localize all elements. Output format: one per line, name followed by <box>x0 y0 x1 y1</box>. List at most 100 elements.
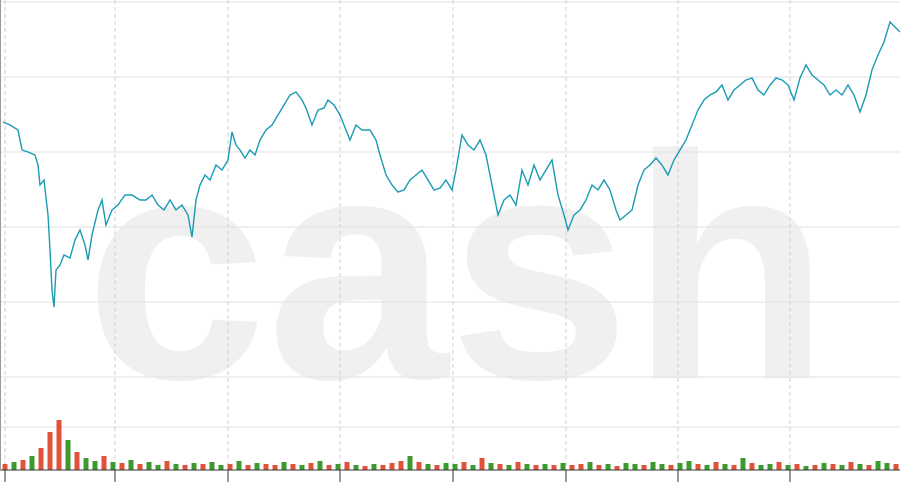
volume-bar <box>281 462 287 470</box>
volume-bar <box>803 466 809 470</box>
volume-bar <box>443 463 449 470</box>
volume-bar <box>695 464 701 470</box>
volume-bar <box>20 460 26 470</box>
volume-bar <box>65 440 71 470</box>
volume-bar <box>38 448 44 470</box>
volume-bar <box>866 465 872 470</box>
volume-bar <box>110 462 116 470</box>
volume-bar <box>740 458 746 470</box>
volume-bar <box>497 464 503 470</box>
volume-bar <box>542 464 548 470</box>
volume-bar <box>227 464 233 470</box>
volume-bar <box>362 466 368 470</box>
volume-bar <box>380 465 386 470</box>
volume-bar <box>587 462 593 470</box>
volume-bar <box>182 465 188 470</box>
volume-bar <box>2 464 8 470</box>
volume-bar <box>371 464 377 470</box>
volume-bar <box>623 463 629 470</box>
volume-bar <box>524 464 530 470</box>
volume-bar <box>137 464 143 470</box>
volume-bar <box>128 460 134 470</box>
volume-bar <box>353 465 359 470</box>
volume-bar <box>830 464 836 470</box>
volume-bar <box>857 464 863 470</box>
volume-bar <box>101 456 107 470</box>
volume-bar <box>560 463 566 470</box>
volume-bar <box>146 462 152 470</box>
volume-bar <box>173 464 179 470</box>
volume-bar <box>776 462 782 470</box>
volume-bar <box>434 465 440 470</box>
volume-bar <box>236 461 242 470</box>
volume-bar <box>344 462 350 470</box>
volume-bar <box>614 466 620 470</box>
volume-bar <box>407 456 413 470</box>
volume-bar <box>416 462 422 470</box>
volume-bar <box>731 465 737 470</box>
volume-bar <box>758 465 764 470</box>
volume-bar <box>470 465 476 470</box>
volume-bar <box>209 462 215 470</box>
volume-bar <box>290 464 296 470</box>
volume-bar <box>92 461 98 470</box>
volume-bar <box>479 458 485 470</box>
volume-bar <box>875 461 881 470</box>
volume-bar <box>821 463 827 470</box>
volume-bar <box>668 465 674 470</box>
volume-bar <box>11 462 17 470</box>
volume-bar <box>749 463 755 470</box>
volume-bar <box>551 465 557 470</box>
volume-bar <box>659 464 665 470</box>
volume-bar <box>893 464 899 470</box>
volume-bar <box>596 465 602 470</box>
volume-bar <box>398 461 404 470</box>
volume-bar <box>713 462 719 470</box>
volume-bar <box>74 452 80 470</box>
volume-bar <box>812 465 818 470</box>
volume-bar <box>839 465 845 470</box>
watermark: cash <box>85 88 830 446</box>
volume-bar <box>767 464 773 470</box>
volume-bar <box>515 462 521 470</box>
volume-bar <box>686 461 692 470</box>
volume-bar <box>164 461 170 470</box>
volume-bar <box>299 465 305 470</box>
volume-bar <box>47 432 53 470</box>
volume-bar <box>722 464 728 470</box>
volume-bar <box>389 463 395 470</box>
volume-bar <box>245 465 251 470</box>
volume-bar <box>155 465 161 470</box>
volume-bar <box>29 456 35 470</box>
volume-bar <box>704 465 710 470</box>
volume-bar <box>119 463 125 470</box>
volume-bar <box>884 463 890 470</box>
volume-bar <box>308 463 314 470</box>
volume-bar <box>488 463 494 470</box>
volume-bar <box>263 464 269 470</box>
volume-bar <box>56 420 62 470</box>
volume-bar <box>83 458 89 470</box>
volume-bar <box>578 464 584 470</box>
volume-bar <box>335 464 341 470</box>
volume-bar <box>191 463 197 470</box>
volume-bar <box>632 464 638 470</box>
volume-bar <box>218 465 224 470</box>
volume-bar <box>848 462 854 470</box>
volume-bar <box>677 463 683 470</box>
volume-bar <box>461 462 467 470</box>
price-line <box>2 20 900 308</box>
volume-bar <box>254 463 260 470</box>
volume-bar <box>533 465 539 470</box>
volume-bar <box>272 465 278 470</box>
volume-bar <box>317 461 323 470</box>
volume-bar <box>506 465 512 470</box>
volume-bar <box>785 465 791 470</box>
volume-bar <box>425 464 431 470</box>
volume-bar <box>200 464 206 470</box>
volume-bar <box>650 462 656 470</box>
volume-bar <box>569 465 575 470</box>
volume-bar <box>605 464 611 470</box>
volume-bar <box>641 465 647 470</box>
